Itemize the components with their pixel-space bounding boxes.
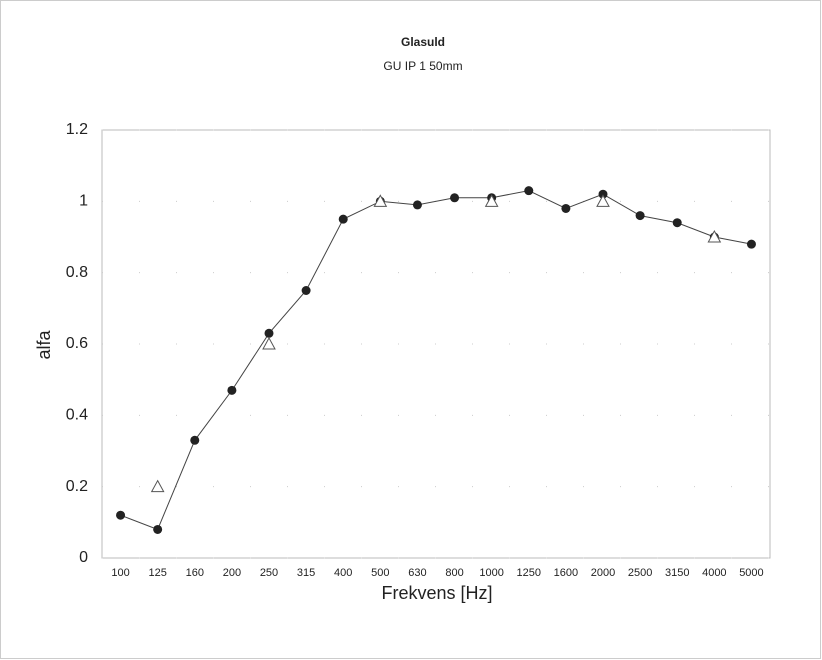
- y-tick-label: 0.6: [66, 335, 88, 352]
- circle-marker: [746, 239, 756, 249]
- circle-marker: [153, 524, 163, 534]
- x-axis-label: Frekvens [Hz]: [381, 583, 492, 603]
- circle-marker: [450, 193, 460, 203]
- circle-marker: [116, 510, 126, 520]
- x-tick-label: 500: [371, 567, 389, 579]
- x-tick-label: 630: [408, 567, 426, 579]
- x-tick-label: 160: [186, 567, 204, 579]
- x-tick-label: 400: [334, 567, 352, 579]
- x-tick-label: 250: [260, 567, 278, 579]
- y-tick-label: 0.2: [66, 478, 88, 495]
- y-tick-label: 1.2: [66, 121, 88, 138]
- circle-marker: [672, 218, 682, 228]
- x-tick-label: 125: [148, 567, 166, 579]
- circle-marker: [301, 286, 311, 295]
- x-tick-label: 1600: [554, 567, 578, 579]
- circle-marker: [412, 200, 422, 210]
- chart-subtitle: GU IP 1 50mm: [383, 59, 462, 73]
- y-axis-label: alfa: [34, 330, 54, 360]
- y-tick-label: 0: [79, 549, 88, 566]
- triangle-marker: [262, 336, 276, 350]
- y-tick-label: 1: [79, 193, 88, 210]
- x-tick-label: 100: [111, 567, 129, 579]
- x-tick-label: 200: [223, 567, 241, 579]
- circle-marker: [190, 435, 200, 445]
- x-tick-label: 315: [297, 567, 315, 579]
- x-tick-label: 5000: [739, 567, 763, 579]
- y-tick-label: 0.4: [66, 407, 88, 424]
- triangle-marker: [596, 194, 610, 207]
- circle-marker: [561, 203, 571, 213]
- x-tick-label: 4000: [702, 567, 726, 579]
- circle-marker: [264, 328, 274, 338]
- triangle-marker: [150, 479, 165, 493]
- y-tick-label: 0.8: [66, 264, 88, 281]
- circle-marker: [524, 186, 534, 196]
- x-tick-label: 800: [445, 567, 463, 579]
- triangle-marker: [707, 229, 722, 243]
- x-tick-label: 1250: [517, 567, 541, 579]
- x-tick-label: 1000: [479, 567, 503, 579]
- triangle-marker: [373, 194, 388, 207]
- chart-title: Glasuld: [401, 35, 445, 49]
- circle-marker: [338, 214, 348, 224]
- circle-marker: [598, 189, 608, 199]
- circle-marker: [635, 211, 645, 221]
- circle-marker: [227, 385, 237, 395]
- x-tick-label: 2000: [591, 567, 615, 579]
- series-line: [120, 190, 752, 531]
- triangle-marker: [484, 194, 499, 207]
- x-tick-label: 2500: [628, 567, 652, 579]
- x-tick-label: 3150: [665, 567, 689, 579]
